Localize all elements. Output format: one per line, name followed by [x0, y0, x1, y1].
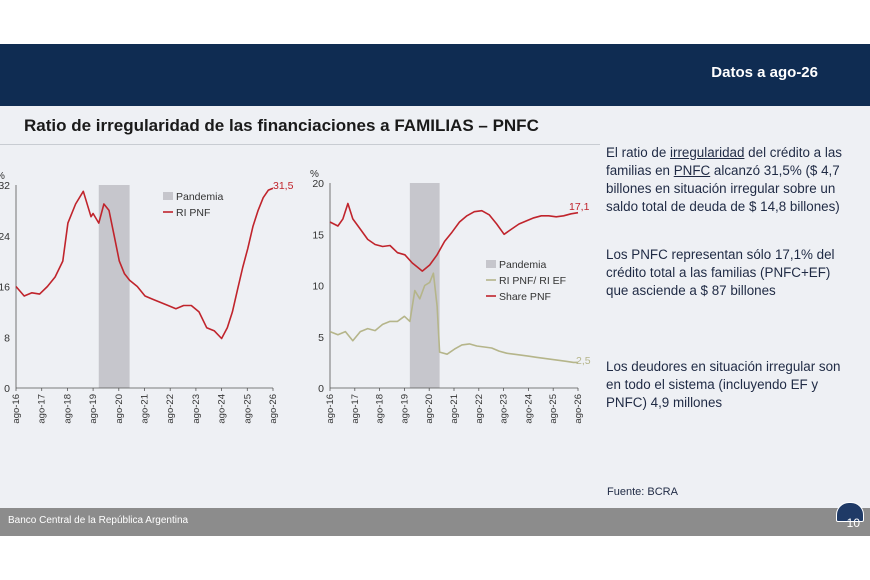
- x-tick-label: ago-16: [325, 394, 336, 424]
- y-tick-label: 0: [4, 383, 10, 395]
- source-note: Fuente: BCRA: [607, 486, 678, 498]
- legend-swatch-pandemia: [163, 192, 173, 200]
- chart-share-pnf: % 0 5 10 15 20 ago-16 ago-17 ago-18 ago-19 ago-20 a…: [310, 169, 591, 424]
- header-bar: Datos a ago-26: [0, 44, 870, 106]
- legend-label: RI PNF: [176, 207, 210, 219]
- text-p1-underline-1: irregularidad: [670, 145, 745, 160]
- text-debtors: Los deudores en situación irregular son …: [606, 359, 841, 410]
- x-tick-label: ago-21: [140, 394, 151, 424]
- y-tick-label: 0: [318, 383, 324, 395]
- bcra-logo-icon: [836, 502, 864, 522]
- x-tick-label: ago-24: [523, 394, 534, 424]
- x-tick-label: ago-21: [449, 394, 460, 424]
- text-irregularity-ratio: El ratio de irregularidad del crédito a …: [606, 144, 856, 216]
- x-tick-label: ago-19: [88, 394, 99, 424]
- x-tick-label: ago-17: [350, 394, 361, 424]
- y-tick-label: 5: [318, 332, 324, 344]
- legend-label: Pandemia: [499, 259, 546, 271]
- text-p1-b: del crédito a las familias en: [606, 145, 842, 178]
- title-divider: [0, 144, 600, 145]
- text-p1-underline-2: PNFC: [673, 163, 711, 178]
- y-tick-label: 20: [312, 178, 324, 190]
- end-value-label: 17,1: [569, 201, 590, 213]
- text-pnfc-share: Los PNFC representan sólo 17,1% del créd…: [606, 247, 835, 298]
- legend-label: Pandemia: [176, 191, 223, 203]
- end-value-label: 31,5: [273, 180, 294, 192]
- x-tick-label: ago-20: [424, 394, 435, 424]
- slide: Datos a ago-26 Ratio de irregularidad de…: [0, 44, 870, 536]
- series-line-ri-pnf-ri-ef: [329, 272, 578, 364]
- legend-swatch-pandemia: [486, 260, 496, 268]
- x-tick-label: ago-22: [165, 394, 176, 424]
- y-tick-label: 15: [312, 229, 324, 241]
- y-axis-unit: %: [0, 171, 5, 182]
- x-tick-label: ago-20: [114, 394, 125, 424]
- pandemic-band: [98, 185, 130, 388]
- y-tick-label: 10: [312, 281, 324, 293]
- page-number: 10: [846, 516, 860, 530]
- x-tick-label: ago-16: [11, 394, 22, 424]
- date-label: Datos a ago-26: [711, 64, 818, 81]
- legend-label: Share PNF: [499, 291, 551, 303]
- footer-bar: Banco Central de la República Argentina …: [0, 502, 870, 536]
- end-value-label: 2,5: [576, 355, 591, 367]
- legend-label: RI PNF/ RI EF: [499, 275, 566, 287]
- x-tick-label: ago-25: [242, 394, 253, 424]
- x-tick-label: ago-23: [191, 394, 202, 424]
- series-line-share-pnf: [329, 202, 579, 272]
- x-tick-label: ago-17: [37, 394, 48, 424]
- x-tick-label: ago-18: [62, 394, 73, 424]
- y-axis-unit: %: [310, 169, 319, 180]
- x-tick-label: ago-18: [375, 394, 386, 424]
- footer-org: Banco Central de la República Argentina: [8, 515, 189, 526]
- y-tick-label: 16: [0, 282, 10, 294]
- x-tick-label: ago-23: [499, 394, 510, 424]
- text-p1-c: alcanzó 31,5% ($ 4,7 billones en situaci…: [606, 163, 840, 214]
- x-tick-label: ago-22: [474, 394, 485, 424]
- x-tick-label: ago-26: [268, 394, 279, 424]
- x-tick-label: ago-24: [217, 394, 228, 424]
- x-tick-label: ago-26: [573, 394, 584, 424]
- x-tick-label: ago-25: [548, 394, 559, 424]
- chart-ri-pnf: % 0 8 16 24 32 ago-16 ago-17 ago-18 ago-19 ago-20 a…: [0, 171, 294, 424]
- x-tick-label: ago-19: [399, 394, 410, 424]
- series-line-ri-pnf: [15, 187, 274, 340]
- text-p1-a: El ratio de: [606, 145, 671, 160]
- y-tick-label: 8: [4, 332, 10, 344]
- y-tick-label: 24: [0, 231, 10, 243]
- y-tick-label: 32: [0, 180, 10, 192]
- slide-title: Ratio de irregularidad de las financiaci…: [24, 116, 539, 135]
